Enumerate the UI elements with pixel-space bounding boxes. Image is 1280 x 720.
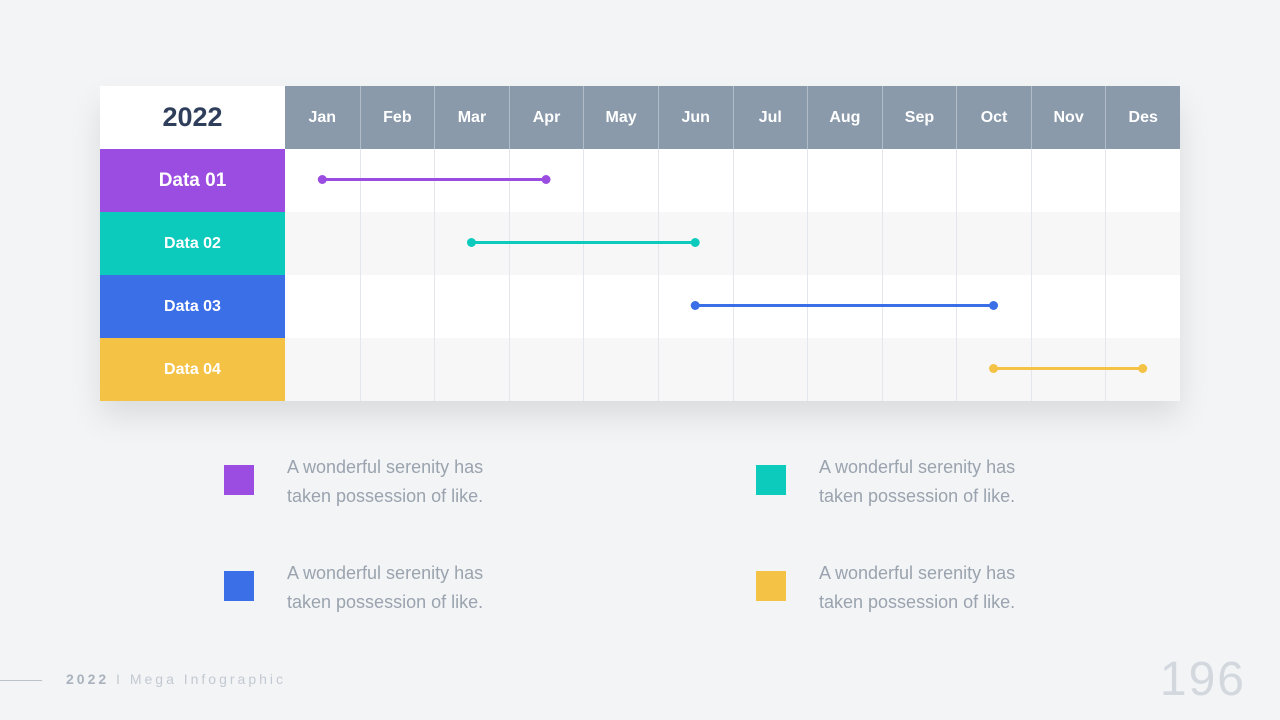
month-label: Jan [308,108,337,126]
month-label: Nov [1030,86,1106,149]
task-end-dot [989,301,999,310]
task-label: Data 02 [100,212,285,275]
legend-text: A wonderful serenity has taken possession… [287,453,527,511]
grid-line [1105,149,1107,401]
gantt-chart: 2022 Jan Feb Mar Apr May Jun Jul Aug Sep Oct Nov De… [100,86,1180,401]
grid-line [583,149,585,401]
grid-line [434,149,436,401]
legend-text-line: A wonderful serenity has [287,563,484,583]
footer-title: Mega Infographic [129,671,287,687]
legend-text-line: taken possession of like. [287,592,484,612]
task-label: Data 01 [100,149,285,212]
legend-item: A wonderful serenity has taken possession… [756,453,1059,511]
gantt-bars [317,175,1148,373]
month-label: Oct [956,86,1031,149]
legend-text-line: taken possession of like. [819,592,1016,612]
legend-swatch [756,465,786,495]
legend-item: A wonderful serenity has taken possession… [224,453,527,511]
page-number: 196 [1159,653,1246,706]
grid-line [956,149,958,401]
legend-text-line: A wonderful serenity has [819,457,1016,477]
month-label: Jul [732,86,808,149]
grid-line [881,149,883,401]
footer-separator: I [116,671,123,687]
legend-text-line: A wonderful serenity has [287,457,484,477]
legend-swatch [756,571,786,601]
task-end-dot [541,175,551,184]
grid-line [807,149,809,401]
month-label: Jun [657,86,733,149]
task-end-dot [690,238,700,247]
month-label: May [583,86,658,149]
task-start-dot [317,175,327,184]
grid-line [359,149,361,401]
legend-text: A wonderful serenity has taken possession… [819,453,1059,511]
month-label: Mar [434,86,509,149]
task-start-dot [989,364,999,373]
task-start-dot [466,238,476,247]
legend-swatch [224,465,254,495]
task-label: Data 03 [100,275,285,338]
footer-year: 2022 [66,671,110,687]
grid-line [508,149,510,401]
legend-text-line: taken possession of like. [287,486,484,506]
month-header: Jan Feb Mar Apr May Jun Jul Aug Sep Oct Nov Des [285,86,1180,149]
legend-text: A wonderful serenity has taken possession… [287,559,527,617]
grid-line [657,149,659,401]
grid-line [732,149,734,401]
task-label: Data 04 [100,338,285,401]
year-header: 2022 [100,86,285,149]
legend-text-line: A wonderful serenity has [819,563,1016,583]
legend-item: A wonderful serenity has taken possession… [756,559,1059,617]
footer-line [0,680,42,681]
month-label: Apr [508,86,584,149]
grid-line [1030,149,1032,401]
month-label: Sep [881,86,957,149]
task-start-dot [690,301,700,310]
month-label: Aug [807,86,882,149]
legend-swatch [224,571,254,601]
legend-item: A wonderful serenity has taken possession… [224,559,527,617]
legend-text-line: taken possession of like. [819,486,1016,506]
legend-text: A wonderful serenity has taken possession… [819,559,1059,617]
task-end-dot [1138,364,1148,373]
month-label: Feb [359,86,435,149]
month-label: Des [1105,86,1180,149]
footer-text: 2022 I Mega Infographic [66,671,286,687]
